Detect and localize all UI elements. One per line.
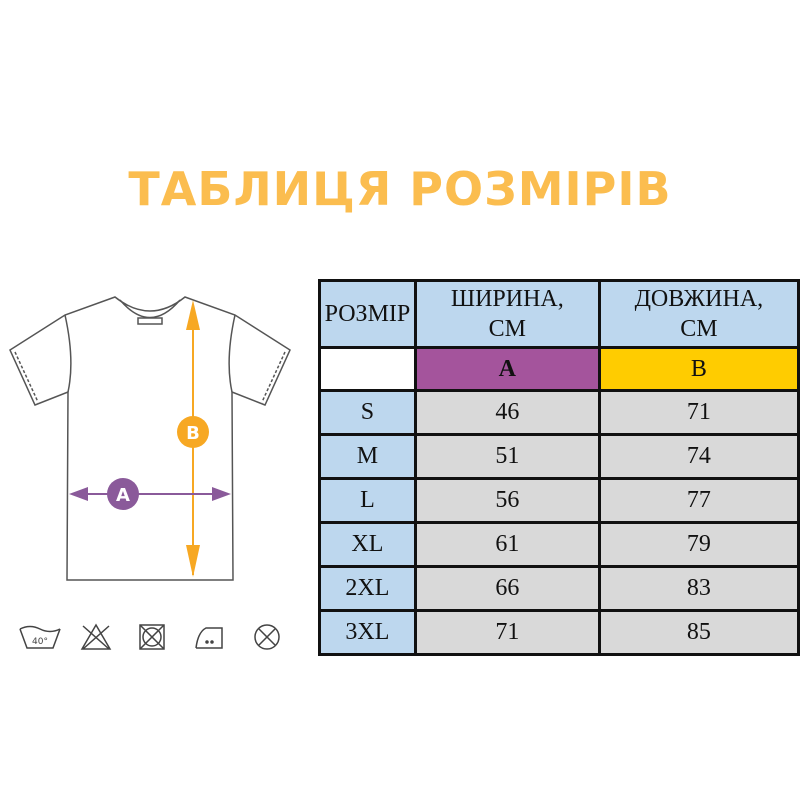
code-row: A B: [318, 346, 800, 392]
table-row: 3XL 71 85: [318, 609, 800, 656]
table-row: XL 61 79: [318, 521, 800, 568]
b-marker: B: [186, 423, 200, 444]
a-marker: A: [116, 485, 130, 506]
length-cell: 77: [597, 477, 800, 524]
table-row: M 51 74: [318, 433, 800, 480]
length-cell: 83: [597, 565, 800, 612]
size-cell: S: [318, 389, 417, 436]
tshirt-diagram: B A 40°: [9, 296, 291, 650]
size-table: РОЗМІР ШИРИНА, СМ ДОВЖИНА, СМ A B S 46 71 …: [318, 279, 800, 656]
width-cell: 66: [413, 565, 601, 612]
width-arrow-a: A: [69, 478, 231, 510]
no-bleach-icon: [80, 623, 112, 650]
width-cell: 46: [413, 389, 601, 436]
table-row: S 46 71: [318, 389, 800, 436]
page-title: ТАБЛИЦЯ РОЗМІРІВ: [128, 162, 672, 216]
tshirt-outline: [9, 296, 291, 581]
iron-low-icon: [195, 627, 223, 649]
code-empty: [318, 346, 417, 392]
length-cell: 79: [597, 521, 800, 568]
no-dry-clean-icon: [254, 624, 280, 650]
header-width: ШИРИНА, СМ: [413, 279, 601, 349]
header-length: ДОВЖИНА, СМ: [597, 279, 800, 349]
size-cell: M: [318, 433, 417, 480]
header-size: РОЗМІР: [318, 279, 417, 349]
table-header-row: РОЗМІР ШИРИНА, СМ ДОВЖИНА, СМ: [318, 279, 800, 349]
size-cell: 2XL: [318, 565, 417, 612]
length-cell: 74: [597, 433, 800, 480]
svg-text:40°: 40°: [32, 637, 48, 647]
wash-40-icon: 40°: [19, 625, 61, 649]
table-row: L 56 77: [318, 477, 800, 524]
width-cell: 51: [413, 433, 601, 480]
length-cell: 85: [597, 609, 800, 656]
width-cell: 61: [413, 521, 601, 568]
code-b: B: [597, 346, 800, 392]
length-arrow-b: B: [177, 300, 209, 577]
size-cell: XL: [318, 521, 417, 568]
width-cell: 56: [413, 477, 601, 524]
table-row: 2XL 66 83: [318, 565, 800, 612]
code-a: A: [413, 346, 601, 392]
no-tumble-dry-icon: [139, 624, 165, 650]
size-cell: L: [318, 477, 417, 524]
size-cell: 3XL: [318, 609, 417, 656]
length-cell: 71: [597, 389, 800, 436]
width-cell: 71: [413, 609, 601, 656]
